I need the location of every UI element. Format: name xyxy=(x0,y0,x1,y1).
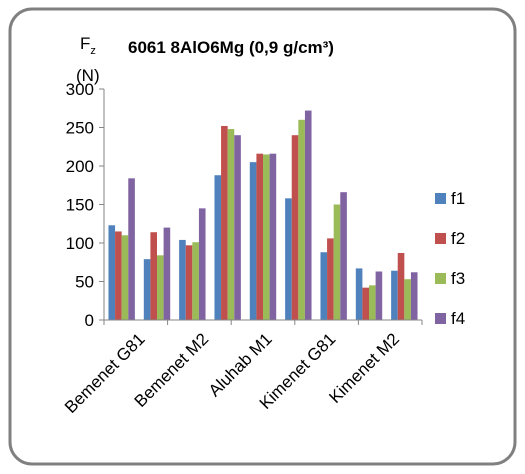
y-tick-label: 200 xyxy=(66,157,94,176)
bar-f3 xyxy=(157,255,164,320)
y-axis-label: Fz (N) xyxy=(76,34,100,85)
bar-f2 xyxy=(185,245,193,320)
y-axis-label-symbol: F xyxy=(80,34,90,53)
legend-label-f4: f4 xyxy=(451,309,465,328)
bar-f1 xyxy=(179,239,186,320)
bar-f1 xyxy=(108,225,116,320)
bar-f2 xyxy=(221,125,228,321)
bar-f1 xyxy=(249,162,257,320)
bar-f4 xyxy=(375,271,383,320)
bar-f1 xyxy=(143,259,151,320)
bar-f1 xyxy=(214,175,222,320)
bar-f4 xyxy=(269,153,277,320)
bar-f2 xyxy=(397,253,405,320)
bar-f4 xyxy=(198,208,206,320)
legend: f1 f2 f3 f4 xyxy=(435,189,465,328)
bar-f3 xyxy=(298,119,305,320)
y-axis-ticks: 0 50 100 150 200 250 300 xyxy=(66,80,104,330)
legend-label-f3: f3 xyxy=(451,269,465,288)
bar-f4 xyxy=(163,227,171,320)
bar-f2 xyxy=(150,232,157,320)
legend-label-f1: f1 xyxy=(451,189,465,208)
bar-f2 xyxy=(291,135,299,320)
bar-f4 xyxy=(234,135,241,320)
bar-f1 xyxy=(320,252,328,320)
bar-f2 xyxy=(115,231,122,320)
bar-f2 xyxy=(327,238,334,320)
legend-swatch-f4 xyxy=(435,313,446,324)
bar-f3 xyxy=(263,154,270,320)
y-axis-label-unit: (N) xyxy=(76,66,100,85)
bar-f3 xyxy=(227,129,235,320)
bars xyxy=(108,110,418,321)
bar-f1 xyxy=(355,268,363,320)
bar-f4 xyxy=(410,272,418,320)
bar-f3 xyxy=(192,242,199,320)
y-tick-label: 100 xyxy=(66,234,94,253)
y-tick-label: 50 xyxy=(75,273,94,292)
bar-f3 xyxy=(333,204,341,320)
bar-f2 xyxy=(256,153,263,320)
bar-f3 xyxy=(121,235,129,320)
bar-f4 xyxy=(340,192,347,320)
bar-f2 xyxy=(362,287,369,320)
legend-swatch-f2 xyxy=(435,233,446,244)
y-axis-label-subscript: z xyxy=(90,45,96,57)
bar-f3 xyxy=(404,279,411,320)
svg-text:Fz: Fz xyxy=(80,34,96,57)
bar-f1 xyxy=(285,198,292,320)
legend-label-f2: f2 xyxy=(451,229,465,248)
legend-swatch-f1 xyxy=(435,193,446,204)
chart-title: 6061 8AlO6Mg (0,9 g/cm³) xyxy=(128,38,334,57)
y-tick-label: 300 xyxy=(66,80,94,99)
y-tick-label: 250 xyxy=(66,119,94,138)
bar-f1 xyxy=(391,270,398,320)
legend-swatch-f3 xyxy=(435,273,446,284)
y-tick-label: 150 xyxy=(66,196,94,215)
bar-f4 xyxy=(304,110,312,320)
y-tick-label: 0 xyxy=(85,311,94,330)
bar-f3 xyxy=(369,285,376,320)
bar-f4 xyxy=(128,178,135,320)
